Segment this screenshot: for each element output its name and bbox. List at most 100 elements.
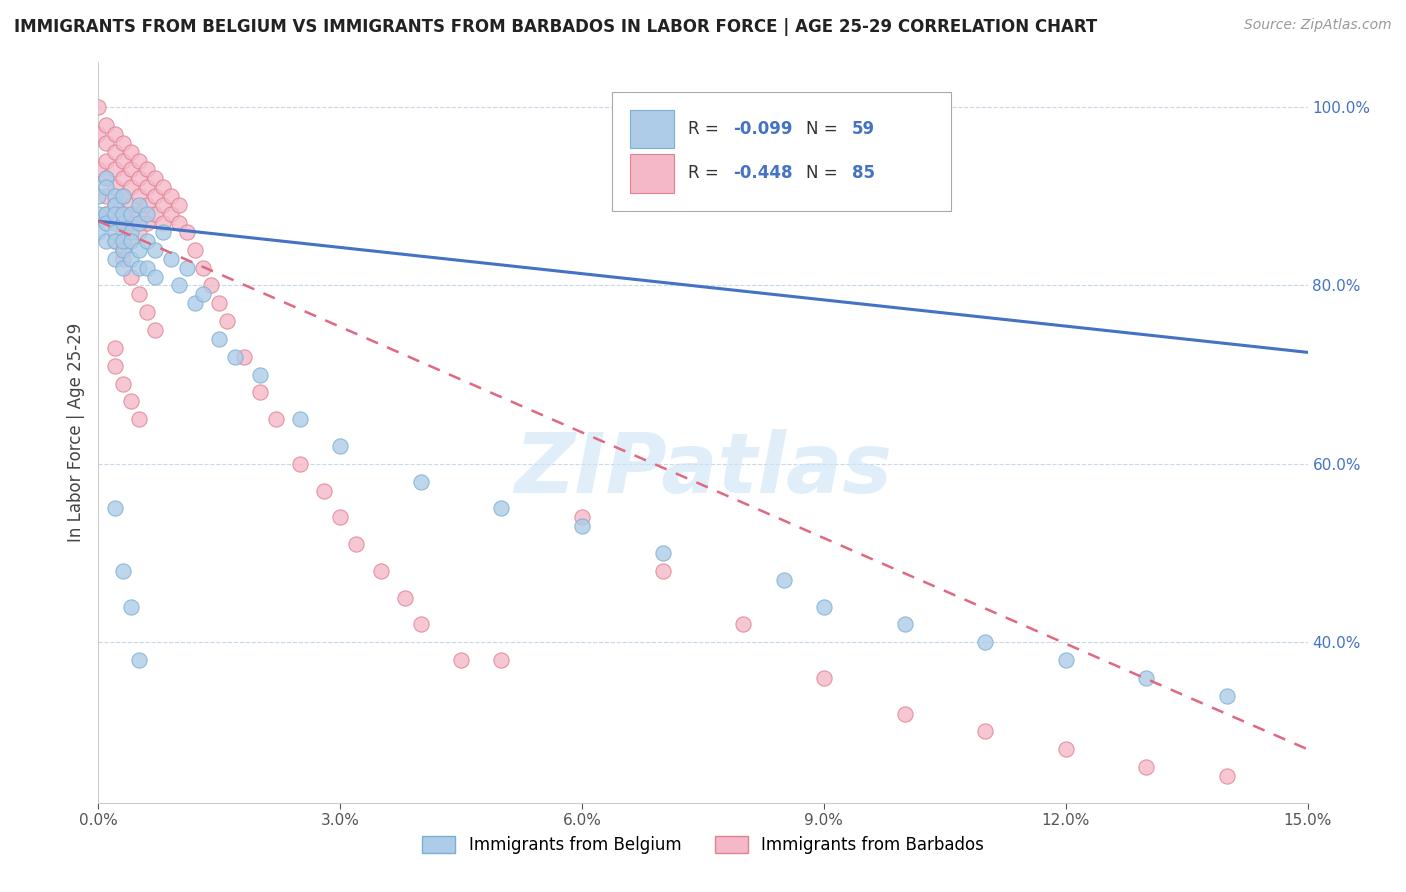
Point <box>651 546 673 560</box>
Point <box>111 243 134 257</box>
Point <box>120 234 142 248</box>
Point <box>813 599 835 614</box>
Point <box>103 162 125 177</box>
Point <box>120 180 142 194</box>
Point <box>651 564 673 578</box>
Point <box>772 573 794 587</box>
Point <box>128 207 150 221</box>
Point <box>288 457 311 471</box>
Point <box>87 162 110 177</box>
Point <box>1054 653 1077 667</box>
Point <box>152 225 174 239</box>
Point <box>128 171 150 186</box>
Text: R =: R = <box>689 120 724 138</box>
Point <box>1216 769 1239 783</box>
Point <box>143 269 166 284</box>
Legend: Immigrants from Belgium, Immigrants from Barbados: Immigrants from Belgium, Immigrants from… <box>415 830 991 861</box>
Text: N =: N = <box>806 120 842 138</box>
Point <box>232 350 254 364</box>
Point <box>128 189 150 203</box>
Point <box>128 287 150 301</box>
Point <box>329 510 352 524</box>
Point <box>184 243 207 257</box>
Point <box>733 617 755 632</box>
FancyBboxPatch shape <box>613 92 950 211</box>
Text: IMMIGRANTS FROM BELGIUM VS IMMIGRANTS FROM BARBADOS IN LABOR FORCE | AGE 25-29 C: IMMIGRANTS FROM BELGIUM VS IMMIGRANTS FR… <box>14 18 1097 36</box>
Point <box>128 153 150 168</box>
Point <box>120 162 142 177</box>
Point <box>111 153 134 168</box>
Point <box>491 653 513 667</box>
Point <box>344 537 367 551</box>
Point <box>111 260 134 275</box>
FancyBboxPatch shape <box>630 154 673 193</box>
FancyBboxPatch shape <box>630 110 673 148</box>
Point <box>152 198 174 212</box>
Point <box>176 225 198 239</box>
Point <box>813 671 835 685</box>
Point <box>120 145 142 159</box>
Point <box>111 207 134 221</box>
Point <box>111 189 134 203</box>
Point <box>120 234 142 248</box>
Point <box>111 376 134 391</box>
Point <box>111 189 134 203</box>
Point <box>1216 689 1239 703</box>
Point <box>167 198 190 212</box>
Point <box>249 368 271 382</box>
Point <box>87 189 110 203</box>
Point <box>103 189 125 203</box>
Point <box>103 234 125 248</box>
Point <box>176 260 198 275</box>
Point <box>288 412 311 426</box>
Point <box>87 127 110 141</box>
Point <box>409 617 432 632</box>
Point <box>370 564 392 578</box>
Text: ZIPatlas: ZIPatlas <box>515 429 891 510</box>
Text: R =: R = <box>689 164 724 183</box>
Point <box>143 189 166 203</box>
Point <box>103 198 125 212</box>
Point <box>1135 671 1157 685</box>
Text: 85: 85 <box>852 164 875 183</box>
Text: N =: N = <box>806 164 842 183</box>
Point <box>974 724 997 739</box>
Point <box>143 243 166 257</box>
Point <box>249 385 271 400</box>
Point <box>152 180 174 194</box>
Point <box>184 296 207 310</box>
Point <box>120 207 142 221</box>
Point <box>893 706 915 721</box>
Point <box>167 216 190 230</box>
Point <box>128 225 150 239</box>
Point <box>111 234 134 248</box>
Point <box>103 216 125 230</box>
Point <box>96 216 118 230</box>
Point <box>103 127 125 141</box>
Point <box>120 198 142 212</box>
Point <box>103 234 125 248</box>
Point <box>1135 760 1157 774</box>
Point <box>160 207 183 221</box>
Point <box>103 252 125 266</box>
Point <box>96 234 118 248</box>
Point <box>314 483 336 498</box>
Point <box>167 278 190 293</box>
Point <box>409 475 432 489</box>
Point <box>143 323 166 337</box>
Point <box>87 100 110 114</box>
Point <box>96 189 118 203</box>
Point <box>128 198 150 212</box>
Point <box>111 564 134 578</box>
Point <box>208 332 231 346</box>
Y-axis label: In Labor Force | Age 25-29: In Labor Force | Age 25-29 <box>66 323 84 542</box>
Point <box>111 243 134 257</box>
Point <box>96 171 118 186</box>
Point <box>217 314 239 328</box>
Point <box>96 136 118 150</box>
Point <box>135 305 157 319</box>
Text: Source: ZipAtlas.com: Source: ZipAtlas.com <box>1244 18 1392 32</box>
Point <box>96 153 118 168</box>
Text: -0.448: -0.448 <box>734 164 793 183</box>
Point <box>208 296 231 310</box>
